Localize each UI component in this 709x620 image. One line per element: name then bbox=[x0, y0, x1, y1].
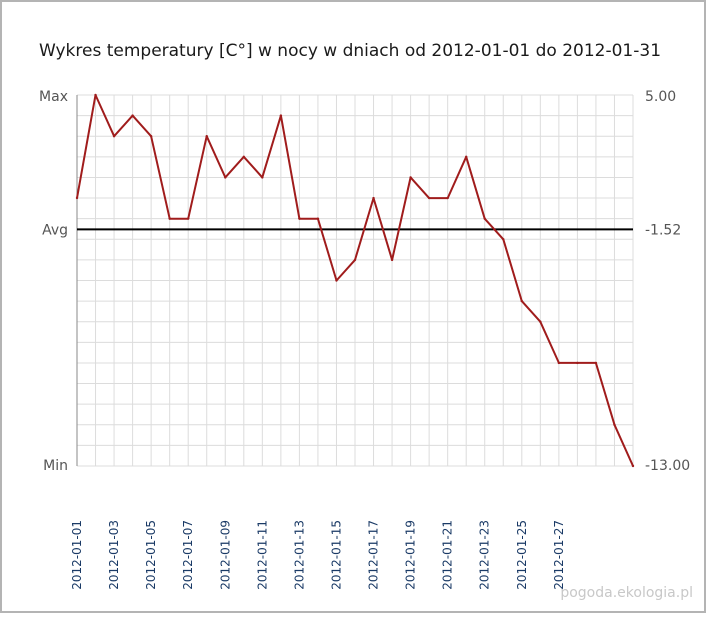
data-point bbox=[75, 196, 79, 200]
data-point bbox=[613, 423, 616, 426]
x-tick-label: 2012-01-01 bbox=[70, 520, 84, 590]
data-point bbox=[465, 155, 468, 159]
x-tick-label: 2012-01-11 bbox=[255, 520, 269, 590]
x-tick-label: 2012-01-09 bbox=[218, 520, 232, 590]
data-point bbox=[409, 176, 412, 179]
data-point bbox=[187, 217, 190, 220]
data-point bbox=[483, 217, 486, 220]
data-point bbox=[427, 196, 431, 200]
left-label-avg: Avg bbox=[42, 222, 68, 238]
data-point bbox=[298, 217, 301, 220]
right-label-min: -13.00 bbox=[645, 458, 690, 474]
x-tick-label: 2012-01-19 bbox=[404, 520, 418, 590]
data-point bbox=[168, 217, 171, 220]
data-point bbox=[390, 258, 394, 262]
data-point bbox=[539, 320, 542, 323]
data-point bbox=[353, 258, 357, 262]
data-point bbox=[576, 361, 579, 365]
series-group bbox=[75, 93, 635, 468]
data-point bbox=[335, 279, 338, 282]
x-tick-label: 2012-01-15 bbox=[329, 520, 343, 590]
data-point bbox=[279, 114, 283, 117]
data-point bbox=[224, 176, 227, 179]
x-tick-label: 2012-01-21 bbox=[441, 520, 455, 590]
watermark: pogoda.ekologia.pl bbox=[560, 585, 693, 601]
data-point bbox=[94, 93, 97, 97]
x-tick-label: 2012-01-13 bbox=[292, 520, 306, 590]
data-point bbox=[149, 135, 153, 138]
left-label-max: Max bbox=[39, 89, 68, 105]
right-label-max: 5.00 bbox=[645, 89, 676, 105]
x-tick-label: 2012-01-17 bbox=[367, 520, 381, 590]
data-point bbox=[131, 114, 134, 117]
data-point bbox=[205, 135, 208, 138]
data-point bbox=[316, 217, 320, 220]
x-tick-label: 2012-01-03 bbox=[107, 520, 121, 590]
x-tick-label: 2012-01-07 bbox=[181, 520, 195, 590]
left-label-min: Min bbox=[43, 458, 68, 474]
x-tick-label: 2012-01-05 bbox=[144, 520, 158, 590]
chart-title: Wykres temperatury [C°] w nocy w dniach … bbox=[39, 41, 661, 61]
data-point bbox=[631, 464, 635, 468]
data-point bbox=[112, 135, 116, 138]
x-tick-label: 2012-01-27 bbox=[552, 520, 566, 590]
right-label-avg: -1.52 bbox=[645, 222, 681, 238]
data-point bbox=[502, 238, 505, 241]
data-point bbox=[594, 361, 598, 365]
x-tick-labels: 2012-01-01 2012-01-03 2012-01-05 2012-01-07… bbox=[70, 520, 566, 590]
data-point bbox=[242, 155, 245, 159]
data-point bbox=[446, 196, 449, 200]
x-tick-label: 2012-01-23 bbox=[478, 520, 492, 590]
data-point bbox=[372, 196, 375, 200]
data-point bbox=[557, 361, 561, 365]
data-point bbox=[261, 176, 264, 179]
data-point bbox=[520, 299, 523, 303]
x-tick-label: 2012-01-25 bbox=[515, 520, 529, 590]
